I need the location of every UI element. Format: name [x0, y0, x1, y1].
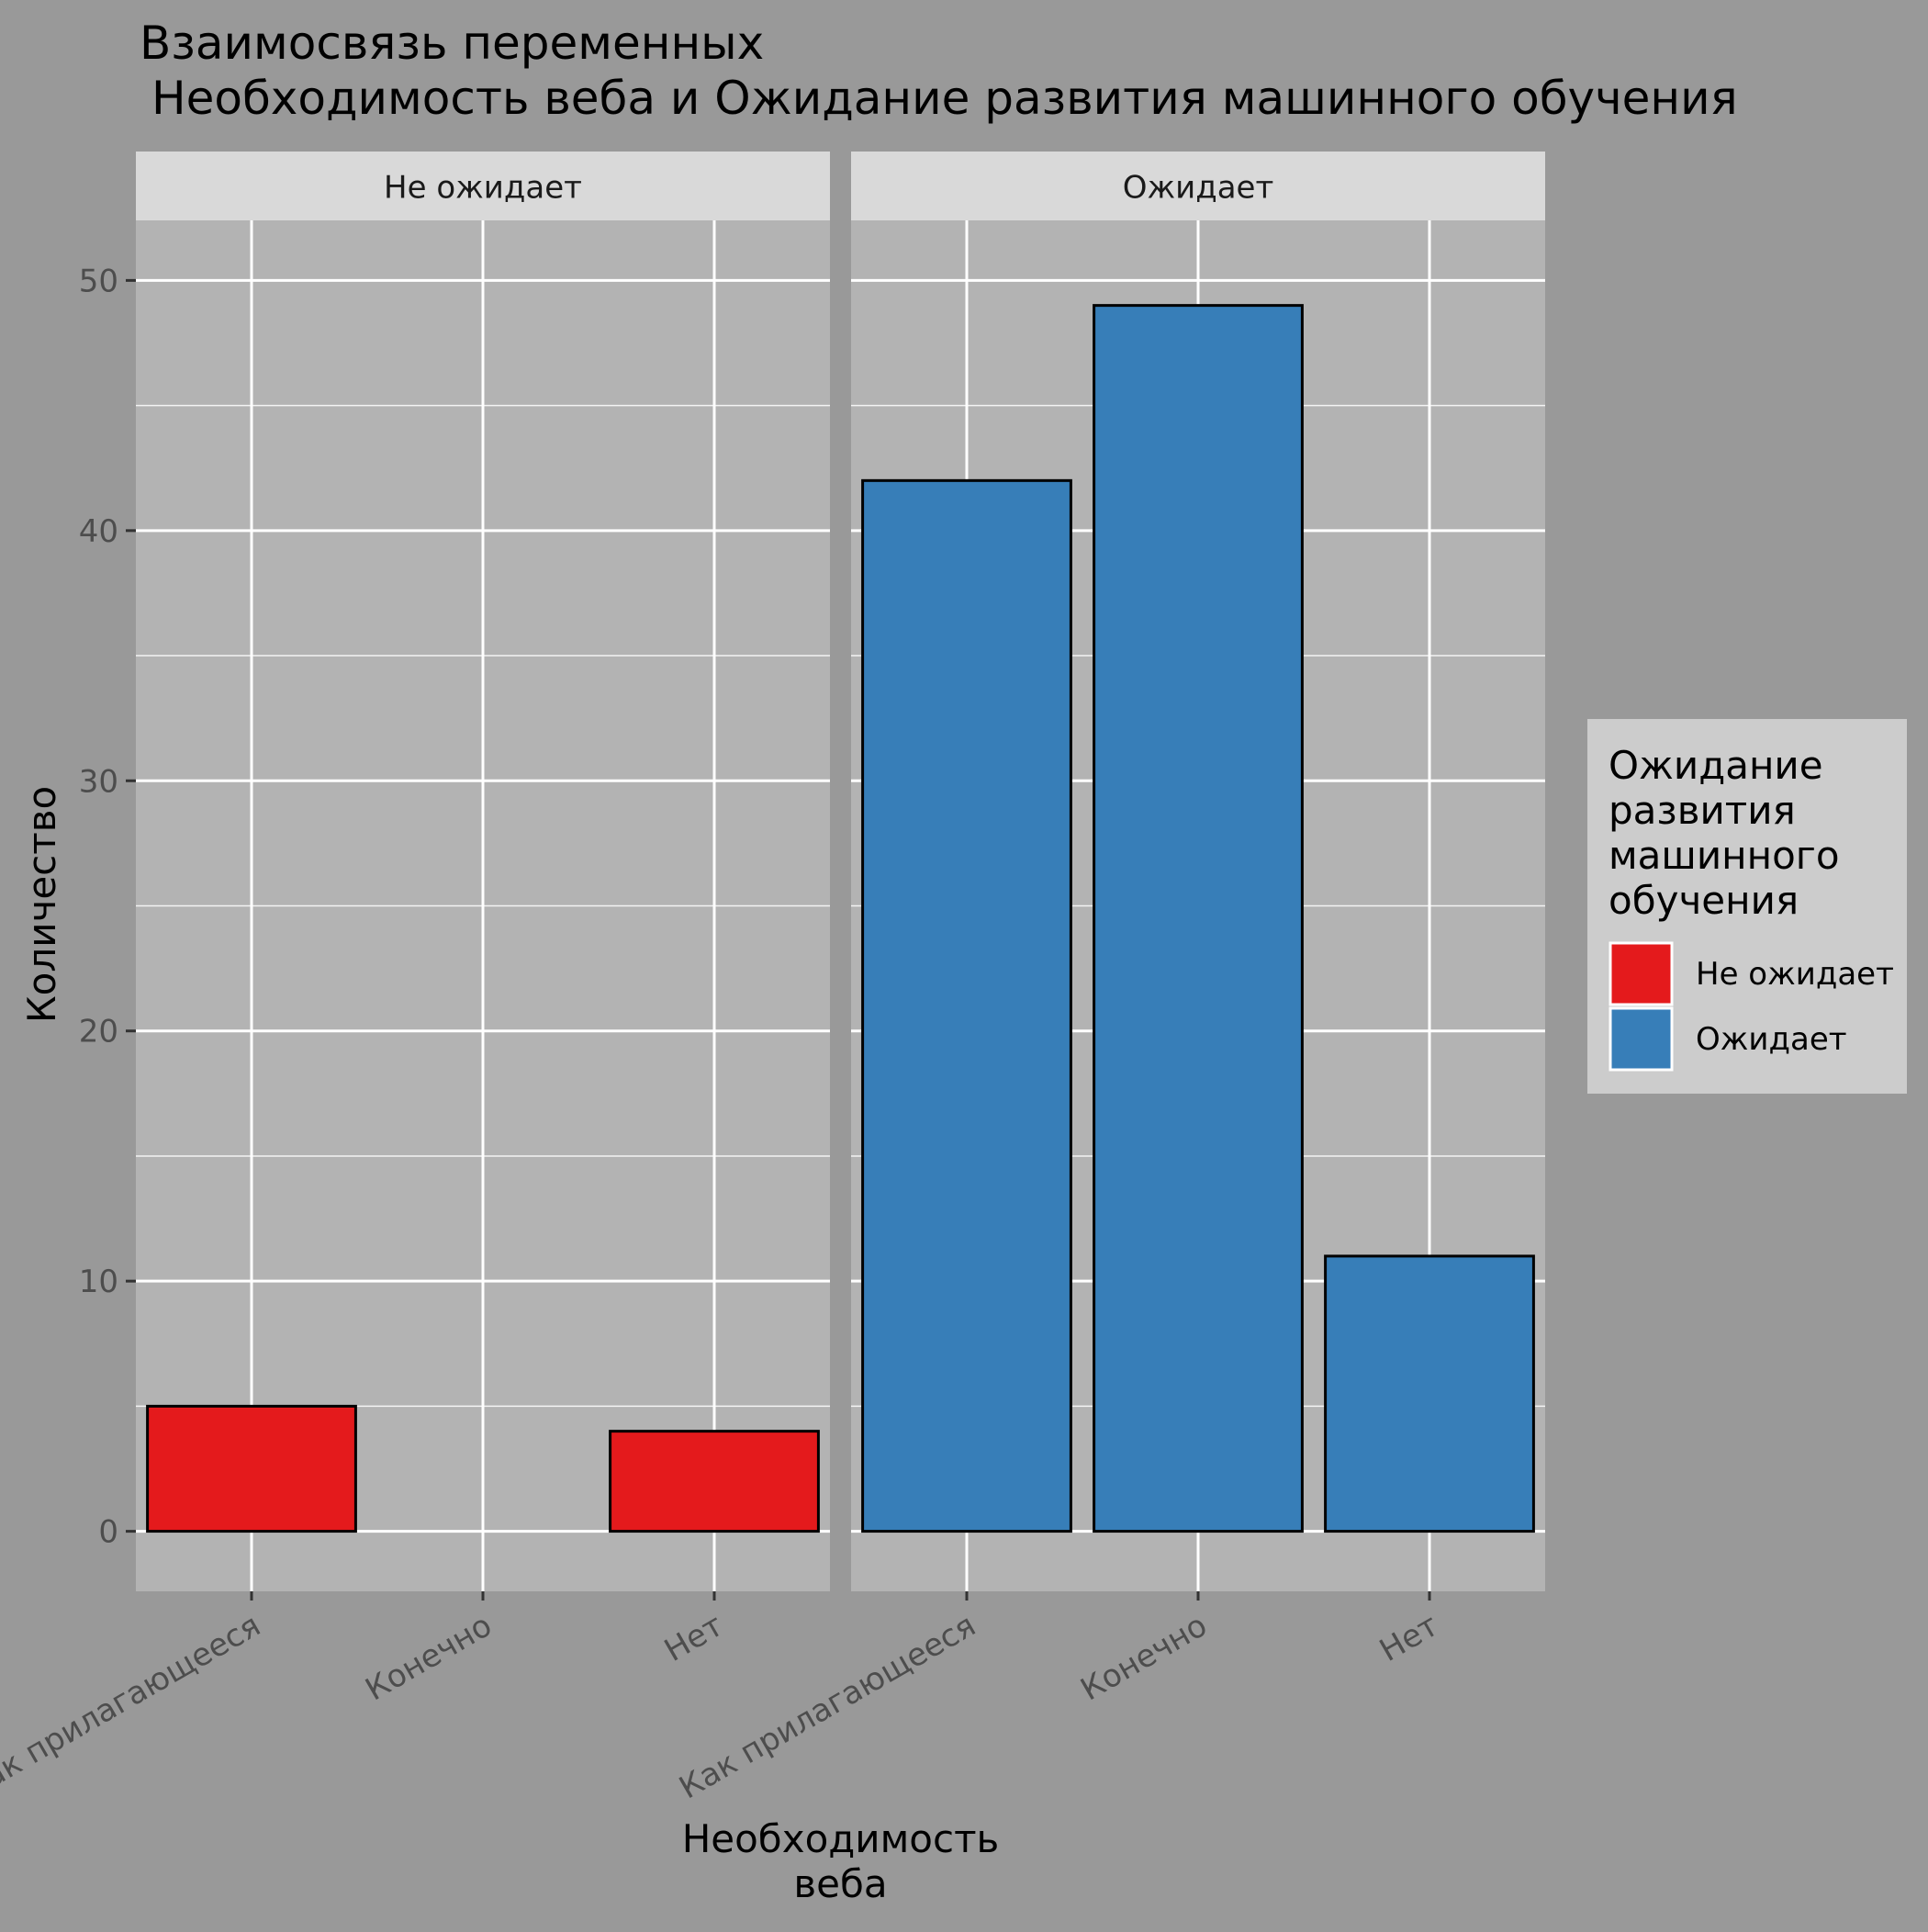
facet-panel-1: Не ожидает Как прилагающееся Конечно Нет — [0, 152, 830, 1806]
x-axis-title-line: веба — [793, 1861, 887, 1906]
x-axis-title-line: Необходимость — [682, 1816, 1000, 1861]
legend-key — [1609, 941, 1674, 1006]
facet-strip — [136, 152, 830, 220]
legend-title-line: Ожидание — [1609, 743, 1823, 788]
x-tick-label: Нет — [658, 1607, 729, 1669]
y-tick-label: 10 — [79, 1264, 118, 1300]
facet-strip-label: Ожидает — [1123, 170, 1274, 207]
facet-strip — [851, 152, 1545, 220]
y-tick-label: 0 — [98, 1514, 118, 1551]
y-tick-label: 30 — [79, 763, 118, 800]
bar — [861, 478, 1072, 1533]
bar — [609, 1430, 820, 1533]
legend-title-line: развития — [1609, 788, 1796, 833]
x-tick-label: Нет — [1373, 1607, 1444, 1669]
bar — [1093, 304, 1304, 1533]
y-axis: 0 10 20 30 40 50 — [79, 263, 136, 1551]
y-axis-title: Количество — [19, 786, 64, 1023]
legend-entry-label: Не ожидает — [1696, 956, 1894, 993]
chart-title: Взаимосвязь переменных — [140, 17, 764, 70]
x-tick-label: Конечно — [1075, 1607, 1214, 1708]
legend-entry-label: Ожидает — [1696, 1021, 1847, 1058]
x-tick-label: Конечно — [360, 1607, 499, 1708]
bar — [146, 1404, 357, 1533]
facet-panels: Не ожидает Как прилагающееся Конечно Нет Ожи… — [0, 152, 1545, 1806]
bar — [1324, 1254, 1535, 1533]
x-tick-label: Как прилагающееся — [0, 1607, 266, 1806]
legend-key — [1609, 1006, 1674, 1072]
y-tick-label: 40 — [79, 513, 118, 550]
chart-subtitle: Необходимость веба и Ожидание развития м… — [151, 72, 1738, 125]
y-tick-label: 50 — [79, 263, 118, 299]
y-tick-label: 20 — [79, 1014, 118, 1050]
facet-strip-label: Не ожидает — [384, 170, 582, 207]
legend-title-line: обучения — [1609, 878, 1799, 923]
legend-title-line: машинного — [1609, 833, 1840, 878]
